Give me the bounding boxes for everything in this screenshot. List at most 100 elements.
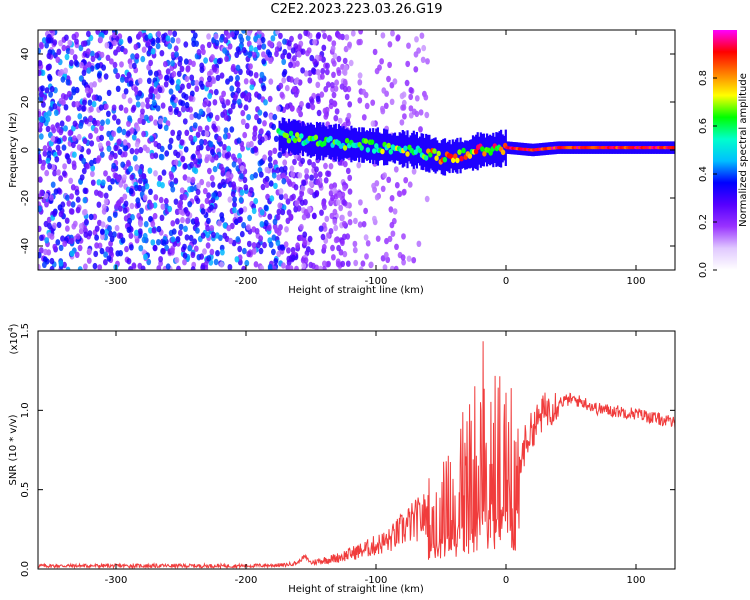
heatmap-cell xyxy=(146,77,152,85)
heatmap-cell xyxy=(185,217,190,224)
heatmap-cell xyxy=(153,119,159,126)
heatmap-cell xyxy=(119,61,124,68)
heatmap-cell xyxy=(187,201,193,208)
heatmap-cell xyxy=(254,91,259,98)
heatmap-cell xyxy=(239,189,245,196)
heatmap-cell xyxy=(276,105,281,112)
heatmap-cell xyxy=(243,94,249,102)
heatmap-cell xyxy=(297,172,303,179)
heatmap-cell xyxy=(461,141,464,169)
heatmap-cell xyxy=(294,200,300,207)
heatmap-cell xyxy=(175,37,181,44)
heatmap-cell xyxy=(336,69,342,77)
heatmap-cell xyxy=(300,185,306,192)
heatmap-cell xyxy=(414,36,419,43)
heatmap-cell xyxy=(360,260,366,267)
heatmap-cell xyxy=(273,258,279,265)
heatmap-cell xyxy=(38,122,41,129)
heatmap-cell xyxy=(167,143,173,150)
heatmap-cell xyxy=(160,203,166,210)
heatmap-cell xyxy=(113,152,118,160)
heatmap-cell xyxy=(127,97,133,104)
heatmap-cell xyxy=(38,247,44,254)
heatmap-cell xyxy=(148,69,153,76)
heatmap-cell xyxy=(241,47,247,54)
heatmap-cell xyxy=(106,110,111,118)
heatmap-cell xyxy=(268,241,274,248)
heatmap-cell xyxy=(58,260,64,267)
heatmap-cell xyxy=(320,233,326,241)
heatmap-cell xyxy=(413,66,419,73)
heatmap-cell xyxy=(359,145,364,151)
heatmap-cell xyxy=(467,153,473,159)
heatmap-cell xyxy=(330,244,335,252)
heatmap-cell xyxy=(42,261,47,268)
heatmap-cell xyxy=(172,30,178,37)
heatmap-cell xyxy=(261,58,267,65)
heatmap-cell xyxy=(64,53,70,61)
heatmap-cell xyxy=(237,152,242,160)
heatmap-cell xyxy=(177,229,183,237)
heatmap-cell xyxy=(195,227,200,234)
heatmap-cell xyxy=(39,116,45,123)
heatmap-cell xyxy=(214,114,220,122)
heatmap-cell xyxy=(90,170,95,178)
heatmap-cell xyxy=(387,61,392,69)
heatmap-cell xyxy=(115,85,121,93)
heatmap-cell xyxy=(153,170,158,177)
heatmap-cell xyxy=(38,252,42,259)
heatmap-cell xyxy=(211,123,217,130)
heatmap-cell xyxy=(288,265,294,270)
heatmap-cell xyxy=(319,91,325,98)
heatmap-cell xyxy=(152,244,158,252)
heatmap-cell xyxy=(49,233,55,240)
heatmap-cell xyxy=(192,135,198,143)
heatmap-cell xyxy=(396,190,402,197)
heatmap-cell xyxy=(94,225,100,232)
heatmap-cell xyxy=(137,228,143,235)
heatmap-cell xyxy=(402,113,407,120)
heatmap-cell xyxy=(255,242,261,249)
heatmap-cell xyxy=(272,113,278,121)
heatmap-cell xyxy=(99,247,105,255)
heatmap-cell xyxy=(248,187,254,194)
heatmap-cell xyxy=(93,250,99,258)
heatmap-cell xyxy=(328,163,334,170)
heatmap-cell xyxy=(337,191,342,199)
heatmap-cell xyxy=(198,80,204,87)
heatmap-cell xyxy=(205,231,211,239)
heatmap-cell xyxy=(299,100,304,108)
heatmap-cell xyxy=(248,45,254,52)
heatmap-cell xyxy=(335,199,341,206)
heatmap-cell xyxy=(204,125,210,132)
heatmap-cell xyxy=(208,112,214,119)
heatmap-cell xyxy=(347,41,352,48)
heatmap-cell xyxy=(207,92,213,100)
heatmap-cell xyxy=(425,58,430,65)
heatmap-cell xyxy=(122,151,128,158)
heatmap-cell xyxy=(126,71,132,79)
heatmap-cell xyxy=(252,125,258,133)
heatmap-cell xyxy=(370,132,373,160)
heatmap-cell xyxy=(74,189,80,196)
heatmap-cell xyxy=(399,119,405,126)
heatmap-cell xyxy=(231,153,236,160)
heatmap-cell xyxy=(199,253,205,260)
heatmap-cell xyxy=(72,220,78,227)
heatmap-cell xyxy=(251,51,257,59)
heatmap-cell xyxy=(411,168,417,175)
heatmap-cell xyxy=(79,61,84,69)
heatmap-cell xyxy=(241,265,247,270)
heatmap-cell xyxy=(331,254,336,261)
heatmap-cell xyxy=(165,35,171,42)
heatmap-cell xyxy=(372,128,375,165)
heatmap-cell xyxy=(423,94,429,101)
heatmap-cell xyxy=(119,196,124,204)
heatmap-cell xyxy=(211,192,217,199)
heatmap-cell xyxy=(221,90,227,98)
heatmap-cell xyxy=(210,54,215,61)
heatmap-cell xyxy=(212,165,218,173)
heatmap-cell xyxy=(279,244,285,251)
heatmap-cell xyxy=(303,126,306,152)
heatmap-cell xyxy=(185,210,191,217)
